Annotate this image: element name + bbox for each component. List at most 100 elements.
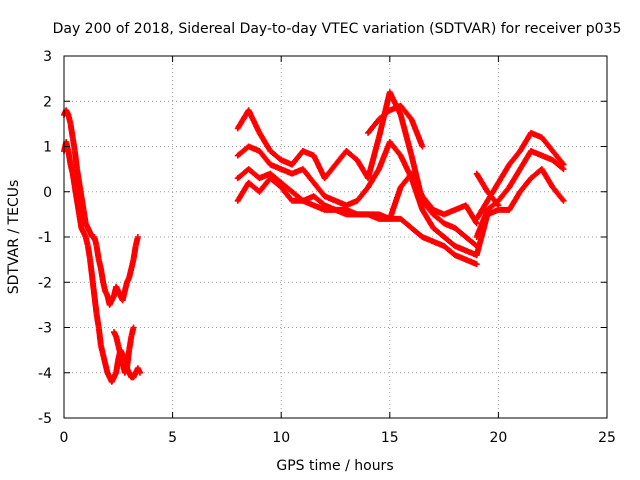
data-point [408, 224, 415, 231]
data-point [256, 188, 263, 195]
data-point [128, 265, 135, 272]
data-point [527, 175, 534, 182]
data-point [78, 224, 85, 231]
data-point [84, 243, 91, 250]
data-point [506, 206, 513, 213]
data-point [104, 292, 111, 299]
data-point [462, 256, 469, 263]
data-point [332, 197, 339, 204]
data-point [354, 211, 361, 218]
data-point [375, 166, 382, 173]
data-point [484, 211, 491, 218]
data-point [113, 369, 120, 376]
x-tick-label: 15 [381, 430, 399, 446]
data-point [299, 166, 306, 173]
data-point [473, 252, 480, 259]
data-point [321, 193, 328, 200]
data-point [365, 175, 372, 182]
data-point [134, 365, 141, 372]
x-tick-label: 20 [489, 430, 507, 446]
x-tick-label: 25 [598, 430, 616, 446]
data-point [321, 175, 328, 182]
data-point [121, 369, 128, 376]
data-point [365, 211, 372, 218]
data-point [117, 292, 124, 299]
y-tick-label: 3 [43, 49, 52, 65]
data-point [126, 347, 133, 354]
data-point [267, 161, 274, 168]
data-point [473, 261, 480, 268]
data-point [310, 193, 317, 200]
data-point [527, 129, 534, 136]
data-point [397, 152, 404, 159]
data-point [71, 148, 78, 155]
y-tick-label: -3 [38, 321, 52, 337]
data-point [310, 202, 317, 209]
data-point [299, 148, 306, 155]
data-point [76, 211, 83, 218]
data-point [87, 256, 94, 263]
series-seg-a3 [110, 324, 137, 376]
data-point [245, 179, 252, 186]
data-point [130, 374, 137, 381]
data-point [549, 157, 556, 164]
data-point [473, 215, 480, 222]
data-point [549, 148, 556, 155]
data-point [234, 197, 241, 204]
data-point [128, 333, 135, 340]
data-point [121, 288, 128, 295]
data-point [495, 202, 502, 209]
data-point [441, 234, 448, 240]
data-point [65, 111, 72, 118]
data-point [310, 179, 317, 186]
y-tick-label: 2 [43, 94, 52, 110]
chart-title: Day 200 of 2018, Sidereal Day-to-day VTE… [53, 21, 622, 37]
data-point [549, 184, 556, 191]
data-point [289, 161, 296, 168]
data-point [130, 256, 137, 263]
data-point [441, 220, 448, 227]
y-axis-label: SDTVAR / TECUs [6, 180, 22, 295]
data-point [113, 333, 120, 340]
data-point [419, 193, 426, 200]
data-point [408, 170, 415, 177]
data-point [115, 342, 122, 349]
data-point [278, 157, 285, 164]
data-point [354, 157, 361, 164]
data-point [506, 184, 513, 191]
data-point [441, 243, 448, 250]
data-point [91, 292, 98, 299]
data-point [126, 274, 133, 281]
data-point [386, 107, 393, 114]
data-point [289, 197, 296, 204]
data-point [80, 229, 87, 236]
data-point [278, 184, 285, 191]
data-point [538, 134, 545, 141]
data-point [69, 170, 76, 177]
data-point [110, 374, 117, 381]
data-point [408, 116, 415, 123]
series-seg-b2 [234, 138, 480, 259]
data-point [267, 175, 274, 182]
data-point [375, 134, 382, 141]
data-point [441, 211, 448, 218]
data-point [119, 297, 126, 304]
data-point [113, 283, 120, 290]
data-point [91, 234, 98, 240]
data-point [108, 378, 115, 385]
data-point [484, 188, 491, 195]
series-seg-b5 [365, 102, 426, 150]
data-point [310, 152, 317, 159]
data-point [343, 206, 350, 213]
data-point [397, 102, 404, 109]
data-point [289, 188, 296, 195]
y-tick-label: -4 [38, 366, 52, 382]
data-point [473, 170, 480, 177]
data-point [560, 197, 567, 204]
data-point [517, 148, 524, 155]
data-point [137, 369, 144, 376]
data-point [451, 243, 458, 250]
data-point [110, 329, 117, 336]
data-point [123, 279, 130, 286]
